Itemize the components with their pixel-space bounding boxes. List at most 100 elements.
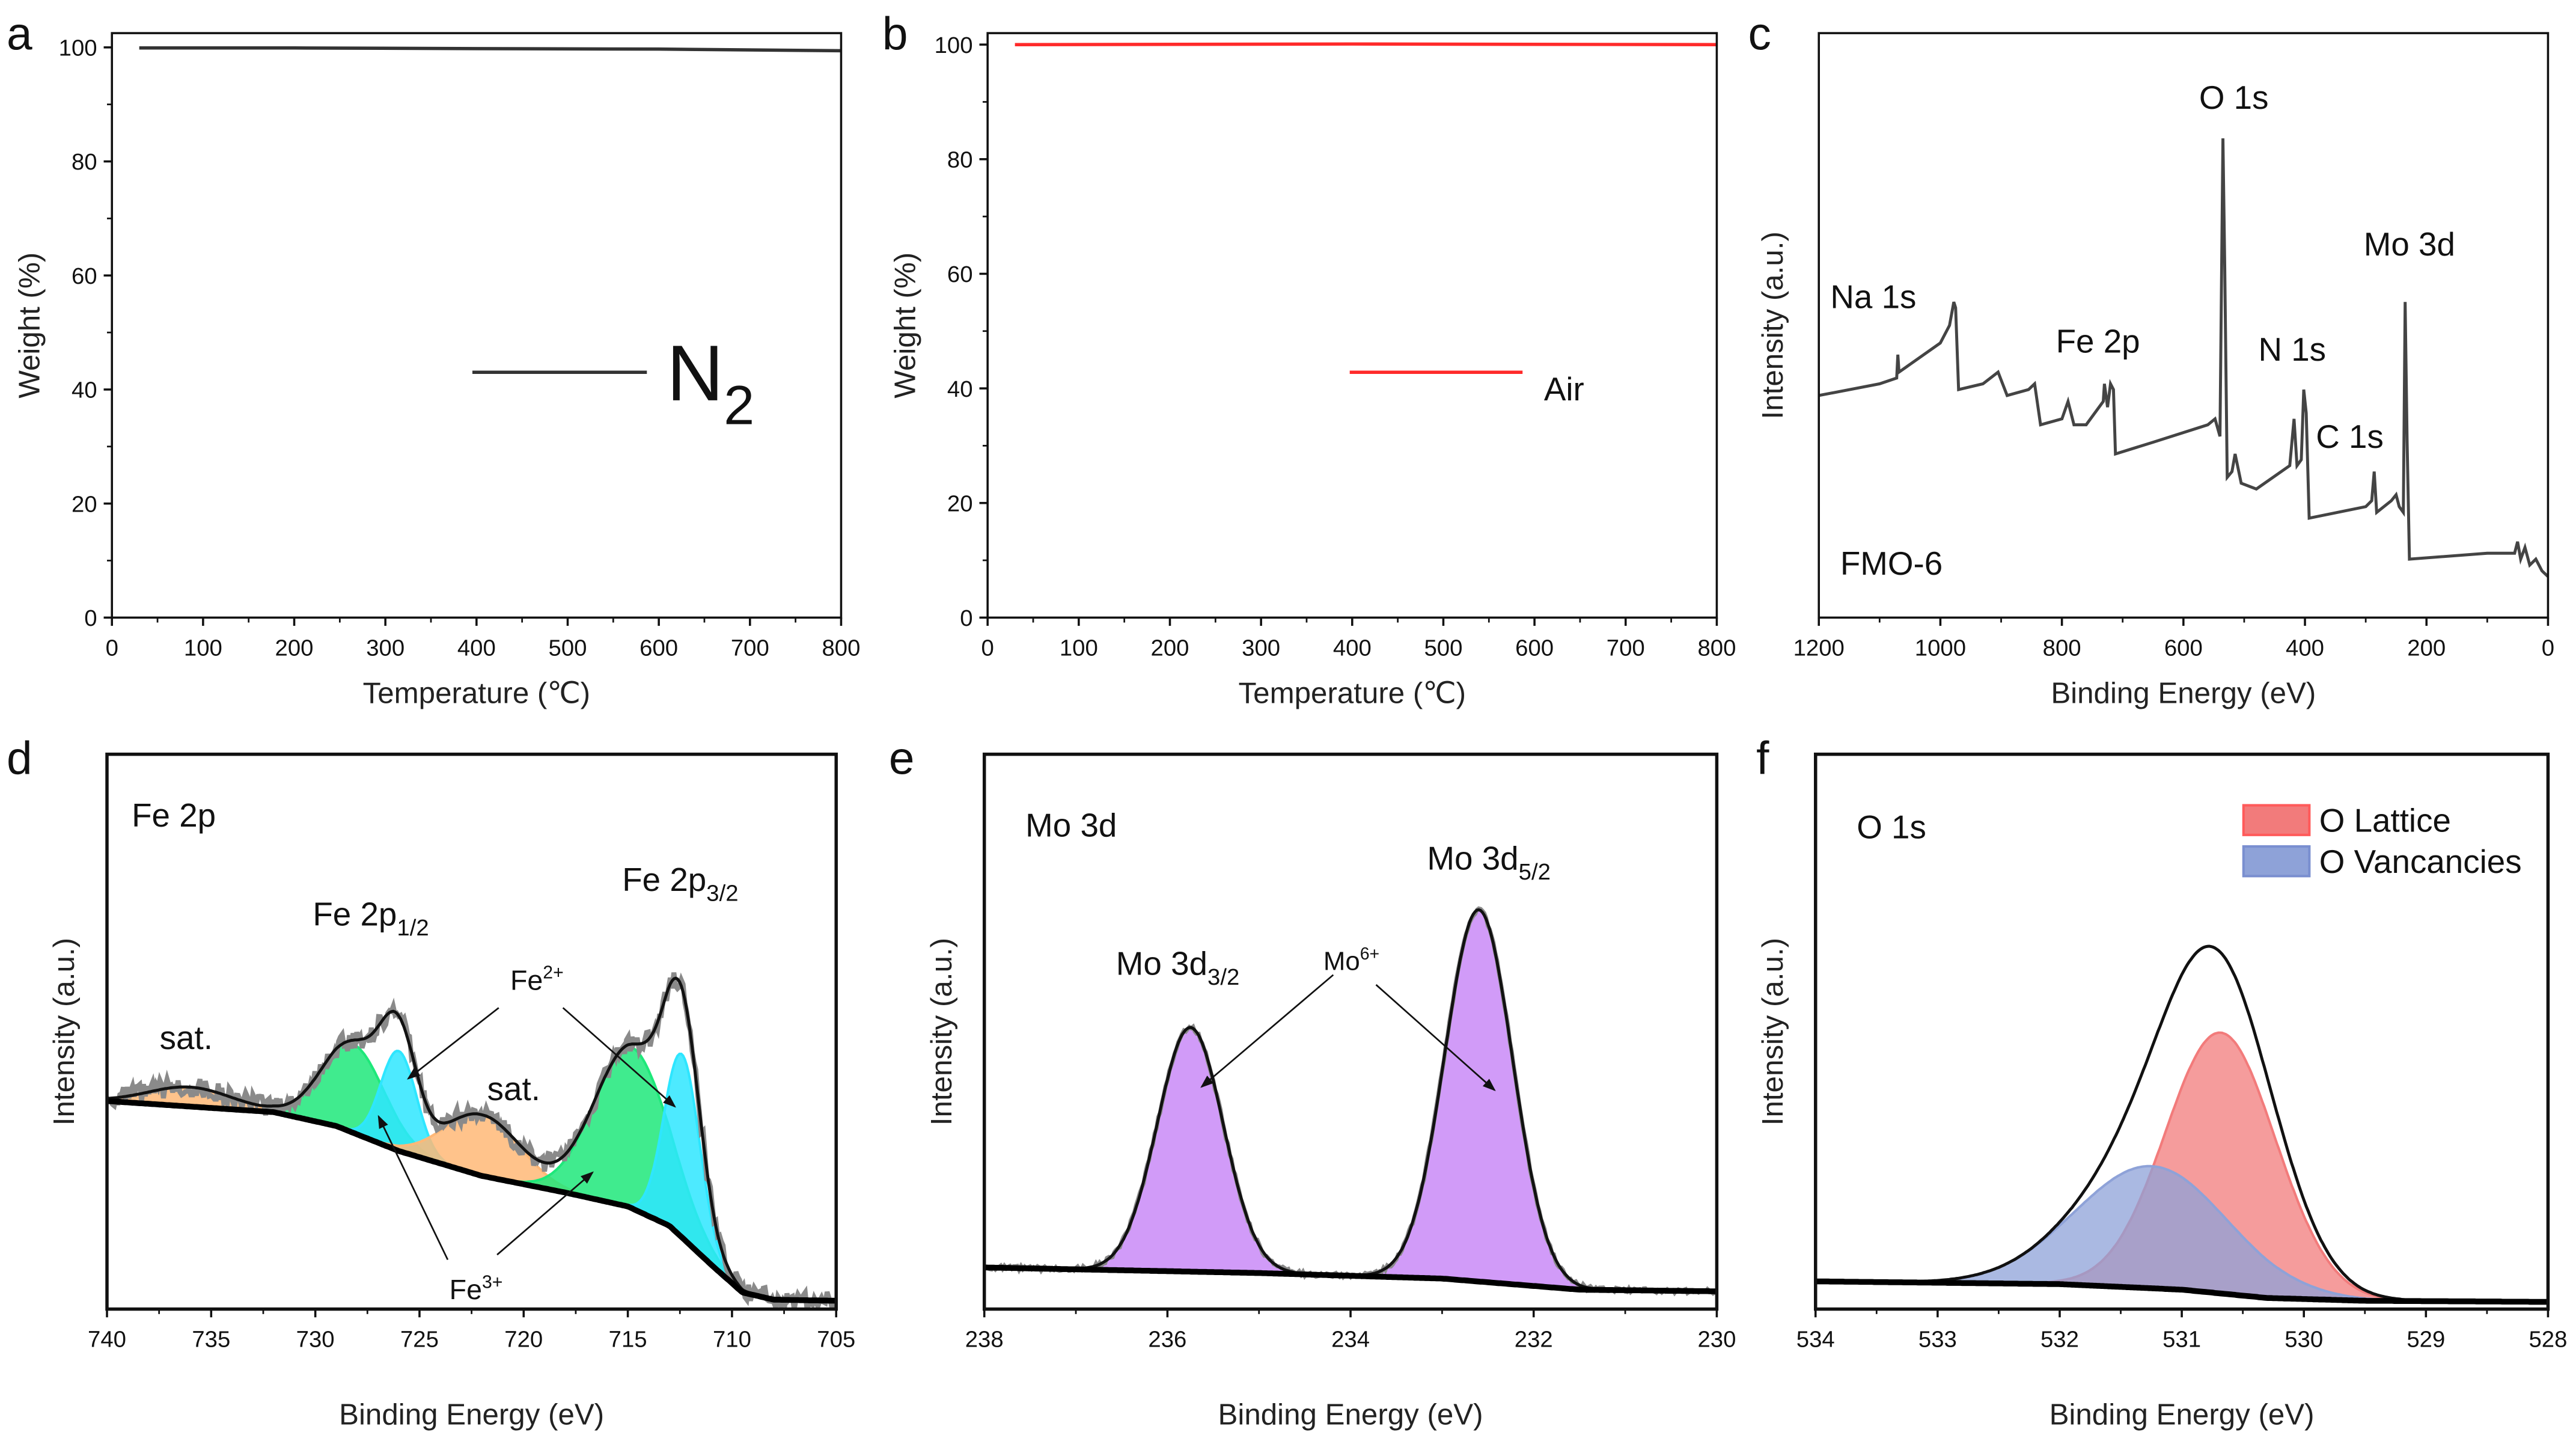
y-tick-label: 20 (947, 491, 973, 516)
y-tick-label: 100 (59, 35, 97, 61)
x-tick-label: 715 (609, 1327, 647, 1353)
y-tick-label: 60 (72, 263, 97, 289)
plot-area (1815, 944, 2548, 1305)
mo3d52-label: Mo 3d5/2 (1427, 839, 1551, 884)
panel-f: f 534 533 532 531 530 529 528 Binding Energy (eV… (1756, 733, 2567, 1431)
x-tick-label: 0 (2542, 635, 2554, 661)
fe3plus-label-sup: 3+ (482, 1273, 503, 1293)
x-tick-label: 800 (822, 635, 860, 661)
x-tick-label: 400 (1333, 635, 1372, 661)
panel-e: e 238 236 234 232 230 Binding Energy (eV) Inten… (889, 733, 1736, 1431)
fe3plus-label: Fe3+ (450, 1273, 503, 1306)
mo6plus-label-sup: 6+ (1360, 944, 1379, 964)
plot-area (139, 46, 841, 53)
y-tick-label: 0 (960, 605, 972, 631)
x-tick-label: 735 (192, 1327, 230, 1353)
legend-o-lattice-swatch (2242, 804, 2311, 836)
fe2p32-label: Fe 2p3/2 (622, 861, 738, 906)
fe2plus-label-sup: 2+ (543, 963, 564, 983)
x-tick-label: 725 (400, 1327, 439, 1353)
x-tick-label: 100 (1060, 635, 1098, 661)
x-tick-label: 705 (817, 1327, 855, 1353)
envelope-fit-line (107, 976, 837, 1303)
x-tick-label: 700 (731, 635, 769, 661)
x-tick-label: 710 (713, 1327, 751, 1353)
legend-air-label: Air (1544, 370, 1584, 408)
legend-n2-label: N2 (667, 329, 754, 436)
x-tick-label: 232 (1515, 1327, 1553, 1353)
plot-frame (105, 752, 838, 1311)
x-axis-label: Temperature (℃) (363, 677, 591, 710)
plot-area (107, 972, 837, 1309)
panel-b: b 0 100 200 300 400 500 600 700 800 0 20 40 60 80 100 Te… (882, 8, 1736, 709)
fe2p32-label-main: Fe 2p (622, 861, 706, 898)
x-tick-label: 100 (184, 635, 222, 661)
fit-component-Mo-3d3-2 (984, 1026, 1717, 1293)
mo3d52-label-main: Mo 3d (1427, 839, 1518, 877)
background-line (1815, 1278, 2548, 1305)
x-tick-label: 800 (1697, 635, 1736, 661)
y-tick-label: 80 (72, 149, 97, 175)
mo6plus-label: Mo6+ (1323, 944, 1379, 976)
fe2p12-label: Fe 2p1/2 (313, 895, 429, 940)
legend-n2-label-sub: 2 (724, 375, 754, 436)
x-tick-label: 600 (639, 635, 678, 661)
legend-o-vacancies-swatch (2242, 845, 2311, 878)
panel-title: O 1s (1857, 808, 1926, 845)
mo3d52-label-sub: 5/2 (1519, 859, 1551, 885)
x-tick-label: 200 (275, 635, 314, 661)
x-axis-label: Binding Energy (eV) (339, 1398, 604, 1431)
series-line-FMO-6 survey (1819, 138, 2548, 578)
plot-area (984, 906, 1717, 1297)
x-tick-label: 0 (981, 635, 994, 661)
panel-letter: a (7, 8, 32, 60)
x-tick-label: 238 (965, 1327, 1004, 1353)
x-axis-label: Binding Energy (eV) (2050, 1398, 2315, 1431)
annotation-arrow (407, 1007, 499, 1080)
fe3plus-label-main: Fe (450, 1274, 482, 1305)
x-tick-label: 200 (2407, 635, 2446, 661)
fe2p12-label-sub: 1/2 (397, 915, 429, 941)
fe2plus-label: Fe2+ (510, 963, 564, 996)
mo6plus-label-main: Mo (1323, 946, 1360, 976)
fe2p12-label-main: Fe 2p (313, 895, 397, 932)
legend-o-vacancies-label: O Vancancies (2319, 843, 2522, 880)
x-tick-label: 534 (1796, 1327, 1835, 1353)
x-tick-label: 800 (2043, 635, 2081, 661)
x-tick-label: 230 (1697, 1327, 1736, 1353)
x-tick-label: 300 (1242, 635, 1280, 661)
y-tick-label: 40 (947, 376, 973, 402)
x-tick-label: 530 (2285, 1327, 2323, 1353)
x-tick-label: 529 (2407, 1327, 2445, 1353)
x-tick-label: 0 (106, 635, 118, 661)
panel-letter: c (1748, 8, 1771, 60)
mo3d32-label: Mo 3d3/2 (1116, 945, 1240, 990)
panel-title: Mo 3d (1025, 807, 1117, 844)
y-tick-label: 20 (72, 491, 97, 517)
x-axis-label: Temperature (℃) (1239, 677, 1467, 710)
x-tick-label: 740 (88, 1327, 126, 1353)
x-tick-label: 528 (2529, 1327, 2567, 1353)
y-axis-label: Weight (%) (889, 252, 922, 399)
sat-label: sat. (160, 1019, 213, 1056)
y-axis-label: Intensity (a.u.) (925, 938, 958, 1125)
annotation-arrow (377, 1115, 449, 1261)
sample-label: FMO-6 (1840, 545, 1943, 582)
sat-label: sat. (487, 1070, 540, 1107)
peak-label: Na 1s (1830, 278, 1916, 315)
x-tick-label: 500 (549, 635, 587, 661)
x-tick-label: 400 (457, 635, 496, 661)
y-tick-label: 0 (84, 605, 97, 631)
x-tick-label: 531 (2162, 1327, 2201, 1353)
y-tick-label: 60 (947, 262, 973, 287)
y-axis-label: Weight (%) (13, 252, 46, 399)
fe2p32-label-sub: 3/2 (706, 880, 738, 906)
plot-frame (982, 752, 1719, 1311)
y-axis-label: Intensity (a.u.) (47, 938, 81, 1125)
plot-frame (111, 32, 843, 619)
panel-letter: f (1756, 733, 1769, 785)
background-line (984, 1264, 1717, 1294)
x-tick-label: 730 (296, 1327, 335, 1353)
fe2plus-label-main: Fe (510, 964, 543, 996)
annotation-arrow (1200, 974, 1334, 1088)
